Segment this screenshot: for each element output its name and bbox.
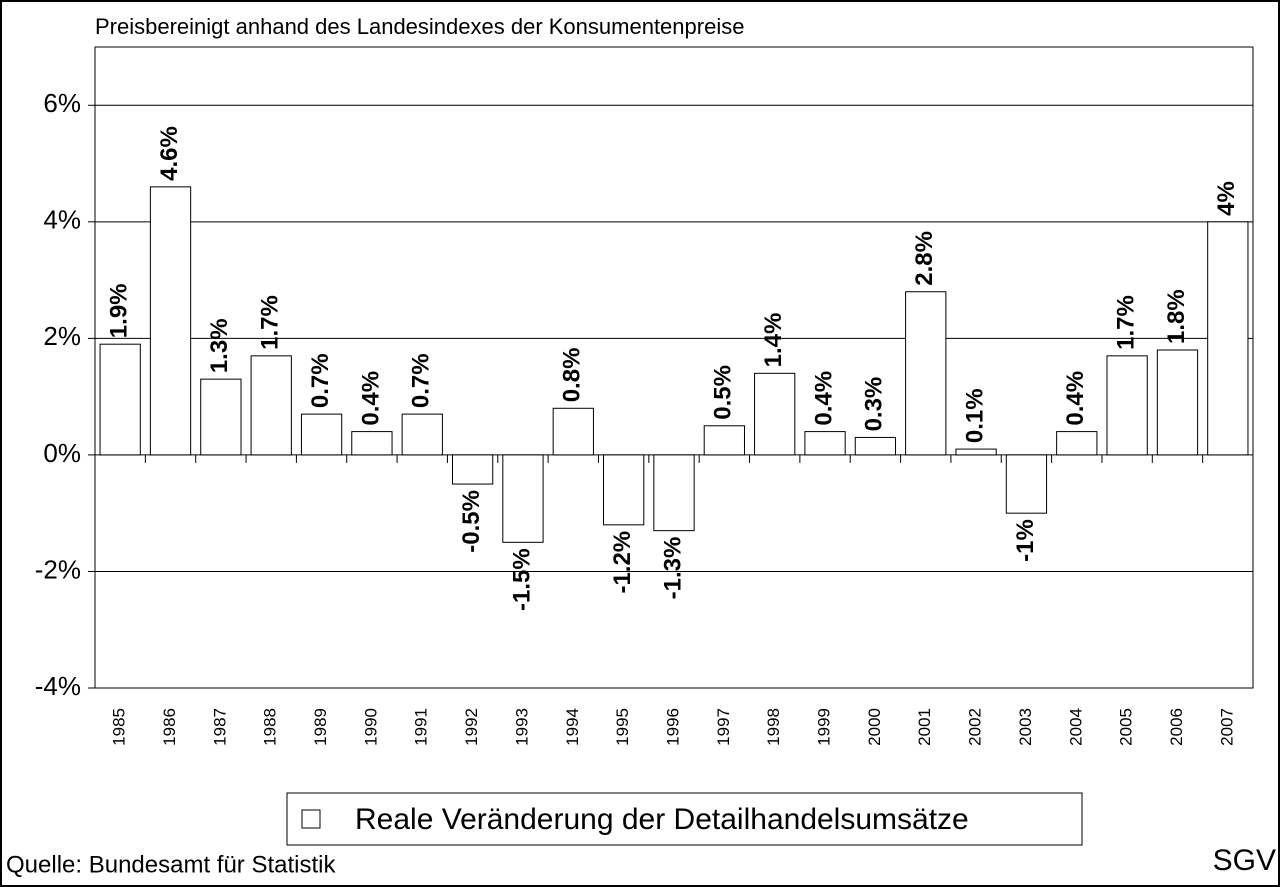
x-tick-label: 2000	[865, 708, 884, 746]
y-tick-label: 4%	[43, 205, 81, 235]
y-tick-label: -2%	[35, 554, 81, 584]
y-tick-label: 2%	[43, 321, 81, 351]
x-tick-label: 1998	[764, 708, 783, 746]
bar	[703, 425, 745, 456]
data-label: 0.1%	[961, 388, 988, 443]
bar	[200, 378, 242, 456]
x-tick-label: 1996	[663, 708, 682, 746]
legend-label: Reale Veränderung der Detailhandelsumsät…	[355, 803, 969, 836]
bar	[1056, 431, 1098, 456]
bar	[351, 431, 393, 456]
data-label: -1.2%	[609, 531, 636, 594]
data-label: 1.7%	[1112, 295, 1139, 350]
data-label: 0.7%	[408, 353, 435, 408]
bar	[603, 454, 645, 526]
x-tick-label: 2006	[1167, 708, 1186, 746]
x-tick-label: 2004	[1066, 708, 1085, 746]
x-tick-label: 1991	[412, 708, 431, 746]
chart-subtitle: Preisbereinigt anhand des Landesindexes …	[95, 14, 744, 39]
x-tick-label: 2003	[1016, 708, 1035, 746]
x-tick-label: 2002	[966, 708, 985, 746]
data-label: -0.5%	[458, 490, 485, 553]
bar	[451, 454, 494, 485]
data-label: 4%	[1213, 181, 1240, 216]
data-label: 1.9%	[106, 283, 133, 338]
bar	[1005, 454, 1048, 514]
x-tick-label: 2007	[1217, 708, 1236, 746]
legend-swatch	[301, 809, 321, 829]
bar	[250, 355, 292, 456]
x-tick-label: 2005	[1117, 708, 1136, 746]
data-label: 0.8%	[559, 348, 586, 403]
data-label: 0.5%	[710, 365, 737, 420]
data-label: 1.8%	[1163, 289, 1190, 344]
bar	[1106, 355, 1148, 456]
data-label: 4.6%	[156, 126, 183, 181]
y-tick-label: 6%	[43, 88, 81, 118]
data-label: -1.3%	[659, 537, 686, 600]
x-tick-label: 1988	[261, 708, 280, 746]
x-tick-label: 1986	[160, 708, 179, 746]
x-tick-label: 1985	[110, 708, 129, 746]
data-label: 0.4%	[1062, 371, 1089, 426]
x-tick-label: 1999	[815, 708, 834, 746]
data-label: 2.8%	[911, 231, 938, 286]
data-label: 1.3%	[206, 318, 233, 373]
bar	[300, 413, 343, 456]
x-tick-label: 1992	[462, 708, 481, 746]
bar	[754, 372, 796, 456]
source: Quelle: Bundesamt für Statistik	[6, 851, 336, 878]
data-label: -1.5%	[508, 548, 535, 611]
x-tick-label: 1987	[210, 708, 229, 746]
x-tick-label: 1990	[361, 708, 380, 746]
bar	[955, 448, 997, 456]
logo: SGV	[1213, 844, 1276, 877]
x-tick-label: 1997	[714, 708, 733, 746]
data-label: 0.3%	[861, 377, 888, 432]
bar	[1207, 221, 1249, 456]
bar	[854, 436, 897, 456]
bar	[552, 407, 594, 456]
bar	[905, 291, 947, 456]
bar	[149, 186, 192, 456]
x-tick-label: 1989	[311, 708, 330, 746]
bar	[502, 454, 544, 543]
bar	[804, 431, 846, 456]
data-label: 1.7%	[257, 295, 284, 350]
legend-box	[286, 792, 1083, 846]
data-label: 1.4%	[760, 313, 787, 368]
data-label: 0.7%	[307, 353, 334, 408]
data-label: 0.4%	[810, 371, 837, 426]
data-label: -1%	[1012, 519, 1039, 562]
x-tick-label: 1994	[563, 708, 582, 746]
y-tick-label: 0%	[43, 438, 81, 468]
data-label: 0.4%	[357, 371, 384, 426]
y-tick-label: -4%	[35, 671, 81, 701]
bar	[653, 454, 695, 532]
bar	[1156, 349, 1199, 456]
x-tick-label: 2001	[915, 708, 934, 746]
bar	[401, 413, 443, 456]
bar	[99, 343, 141, 456]
x-tick-label: 1995	[613, 708, 632, 746]
x-tick-label: 1993	[512, 708, 531, 746]
